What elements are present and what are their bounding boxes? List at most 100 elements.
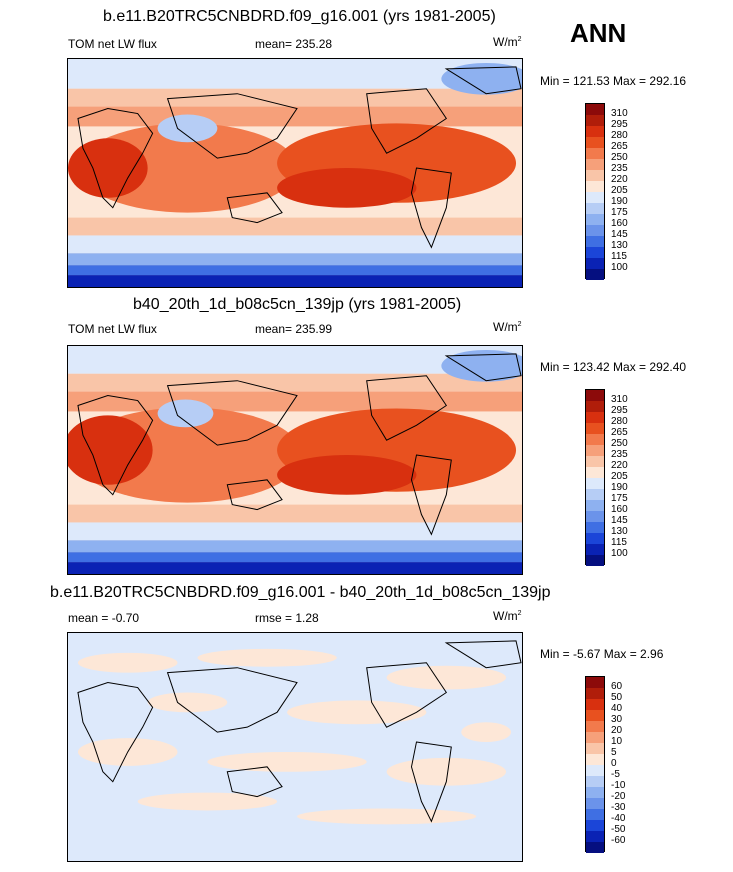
panel2-colorbar-tick: 295 [611, 405, 628, 416]
panel3-units: W/m2 [493, 609, 522, 623]
panel2-colorbar-swatch [586, 456, 604, 467]
panel2-colorbar-tick: 160 [611, 504, 628, 515]
panel3-colorbar-swatch [586, 710, 604, 721]
panel1-colorbar-tick: 115 [611, 251, 627, 262]
panel2-colorbar-swatch [586, 522, 604, 533]
panel2-colorbar-swatch [586, 511, 604, 522]
panel3-colorbar-tick: -30 [611, 802, 626, 813]
panel2-map-field [68, 346, 522, 574]
panel1-colorbar-swatch [586, 115, 604, 126]
panel2-colorbar-swatch [586, 478, 604, 489]
panel1-colorbar-swatch [586, 247, 604, 258]
panel2-colorbar-swatch [586, 423, 604, 434]
panel2-variable-label: TOM net LW flux [68, 322, 157, 336]
panel3-colorbar-tick: -5 [611, 769, 620, 780]
panel3-colorbar-swatch [586, 809, 604, 820]
panel2-mean-label: mean= 235.99 [255, 322, 333, 336]
panel2-colorbar-tick: 100 [611, 548, 628, 559]
panel3-title: b.e11.B20TRC5CNBDRD.f09_g16.001 - b40_20… [50, 584, 551, 601]
panel1-map-field [68, 59, 522, 287]
panel1-colorbar-tick: 100 [611, 262, 628, 273]
panel2-colorbar-tick: 220 [611, 460, 628, 471]
panel1-minmax: Min = 121.53 Max = 292.16 [540, 74, 687, 88]
panel1-colorbar-tick: 175 [611, 207, 628, 218]
panel3-colorbar-tick: -40 [611, 813, 626, 824]
panel3-colorbar-tick: 20 [611, 725, 623, 736]
panel2-colorbar-tick: 265 [611, 427, 628, 438]
panel3-colorbar-swatch [586, 688, 604, 699]
panel2-colorbar-swatch [586, 467, 604, 478]
panel3-colorbar-swatch [586, 677, 604, 688]
panel3-minmax: Min = -5.67 Max = 2.96 [540, 647, 664, 661]
panel1-variable-label: TOM net LW flux [68, 37, 157, 51]
panel1-colorbar-swatch [586, 137, 604, 148]
panel1-units: W/m2 [493, 35, 522, 49]
panel1-colorbar-swatch [586, 170, 604, 181]
panel1-colorbar-swatch [586, 126, 604, 137]
panel2-colorbar-swatch [586, 434, 604, 445]
panel3-colorbar-swatch [586, 721, 604, 732]
panel2-colorbar-swatch [586, 500, 604, 511]
panel2-colorbar-tick: 250 [611, 438, 628, 449]
panel1-colorbar-swatch [586, 104, 604, 115]
panel3-colorbar-swatch [586, 787, 604, 798]
panel2-minmax: Min = 123.42 Max = 292.40 [540, 360, 687, 374]
panel1-colorbar-swatch [586, 148, 604, 159]
panel1-mean-label: mean= 235.28 [255, 37, 333, 51]
panel1-colorbar-swatch [586, 225, 604, 236]
panel2-colorbar-swatch [586, 544, 604, 555]
panel2-colorbar-swatch [586, 412, 604, 423]
panel3-colorbar-swatch [586, 754, 604, 765]
panel3-rmse-label: rmse = 1.28 [255, 611, 319, 625]
panel3-colorbar-tick: 5 [611, 747, 617, 758]
panel3-colorbar-swatch [586, 820, 604, 831]
panel1-map [67, 58, 523, 288]
panel2-colorbar-tick: 190 [611, 482, 628, 493]
panel3-colorbar-swatch [586, 842, 604, 853]
panel1-colorbar-tick: 190 [611, 196, 628, 207]
panel1-colorbar-swatch [586, 258, 604, 269]
panel3-colorbar-swatch [586, 798, 604, 809]
panel2-colorbar-swatch [586, 401, 604, 412]
panel3-map [67, 632, 523, 862]
panel1-colorbar-tick: 310 [611, 108, 628, 119]
panel3-colorbar-tick: 40 [611, 703, 623, 714]
panel1-title: b.e11.B20TRC5CNBDRD.f09_g16.001 (yrs 198… [103, 8, 496, 25]
panel3-colorbar-tick: 60 [611, 681, 623, 692]
panel3-colorbar-tick: -10 [611, 780, 626, 791]
panel2-colorbar-box [585, 389, 605, 566]
panel3-colorbar-tick: 50 [611, 692, 623, 703]
panel2-colorbar-swatch [586, 390, 604, 401]
panel3-colorbar-tick: 30 [611, 714, 623, 725]
panel2-colorbar-tick: 280 [611, 416, 628, 427]
panel3-colorbar-swatch [586, 732, 604, 743]
panel3-colorbar-tick: -60 [611, 835, 626, 846]
panel1-colorbar-tick: 250 [611, 152, 628, 163]
panel2-title: b40_20th_1d_b08c5cn_139jp (yrs 1981-2005… [133, 296, 462, 313]
panel3-colorbar-swatch [586, 699, 604, 710]
panel3-colorbar-box [585, 676, 605, 853]
panel2-colorbar-tick: 235 [611, 449, 628, 460]
panel2-colorbar-swatch [586, 445, 604, 456]
panel3-colorbar-tick: 0 [611, 758, 617, 769]
panel2-colorbar-tick: 205 [611, 471, 628, 482]
panel2-colorbar-tick: 130 [611, 526, 628, 537]
panel1-colorbar-tick: 130 [611, 240, 628, 251]
panel2-colorbar-swatch [586, 555, 604, 566]
panel3-mean-label: mean = -0.70 [68, 611, 140, 625]
panel1-colorbar-swatch [586, 192, 604, 203]
panel2-colorbar-tick: 115 [611, 537, 627, 548]
panel1-colorbar-swatch [586, 214, 604, 225]
panel2-colorbar-swatch [586, 489, 604, 500]
panel1-colorbar-swatch [586, 181, 604, 192]
panel1-colorbar-tick: 145 [611, 229, 628, 240]
panel2-colorbar-tick: 145 [611, 515, 628, 526]
panel3-colorbar-swatch [586, 765, 604, 776]
panel1-colorbar-swatch [586, 203, 604, 214]
panel1-colorbar-tick: 265 [611, 141, 628, 152]
panel1-colorbar-tick: 220 [611, 174, 628, 185]
panel3-colorbar-swatch [586, 776, 604, 787]
panel3-map-field [68, 633, 522, 861]
panel2-colorbar-tick: 310 [611, 394, 628, 405]
panel3-colorbar-tick: -50 [611, 824, 626, 835]
